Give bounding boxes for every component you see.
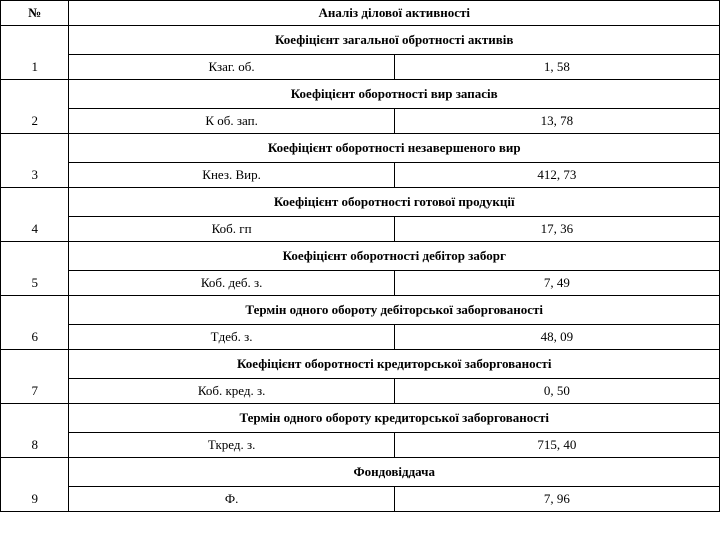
section-num-empty [1,134,69,163]
data-row: 2К об. зап.13, 78 [1,109,720,134]
row-label: Тдеб. з. [69,325,394,350]
row-value: 48, 09 [394,325,719,350]
row-value: 1, 58 [394,55,719,80]
row-value: 0, 50 [394,379,719,404]
row-label: Коб. деб. з. [69,271,394,296]
section-title-row: Коефіцієнт оборотності вир запасів [1,80,720,109]
row-label: К об. зап. [69,109,394,134]
row-label: Кнез. Вир. [69,163,394,188]
data-row: 7Коб. кред. з.0, 50 [1,379,720,404]
row-value: 13, 78 [394,109,719,134]
row-num: 8 [1,433,69,458]
row-value: 715, 40 [394,433,719,458]
section-title: Фондовіддача [69,458,720,487]
header-num: № [1,1,69,26]
row-num: 5 [1,271,69,296]
row-num: 3 [1,163,69,188]
data-row: 3Кнез. Вир.412, 73 [1,163,720,188]
row-num: 9 [1,487,69,512]
header-title: Аналіз ділової активності [69,1,720,26]
section-title-row: Коефіцієнт оборотності готової продукції [1,188,720,217]
row-num: 1 [1,55,69,80]
data-row: 6Тдеб. з.48, 09 [1,325,720,350]
row-label: Коб. кред. з. [69,379,394,404]
section-title-row: Термін одного обороту дебіторської забор… [1,296,720,325]
data-row: 9Ф.7, 96 [1,487,720,512]
section-num-empty [1,26,69,55]
section-num-empty [1,242,69,271]
section-title-row: Коефіцієнт загальної обротності активів [1,26,720,55]
section-title-row: Коефіцієнт оборотності дебітор заборг [1,242,720,271]
row-value: 7, 49 [394,271,719,296]
section-title: Термін одного обороту кредиторської забо… [69,404,720,433]
row-num: 4 [1,217,69,242]
row-label: Ткред. з. [69,433,394,458]
section-title: Коефіцієнт оборотності вир запасів [69,80,720,109]
row-value: 7, 96 [394,487,719,512]
section-title: Коефіцієнт оборотності кредиторської заб… [69,350,720,379]
section-title: Коефіцієнт загальної обротності активів [69,26,720,55]
section-num-empty [1,296,69,325]
section-title-row: Коефіцієнт оборотності незавершеного вир [1,134,720,163]
row-num: 7 [1,379,69,404]
row-label: Коб. гп [69,217,394,242]
row-num: 2 [1,109,69,134]
row-num: 6 [1,325,69,350]
section-title-row: Коефіцієнт оборотності кредиторської заб… [1,350,720,379]
row-value: 412, 73 [394,163,719,188]
row-value: 17, 36 [394,217,719,242]
section-num-empty [1,458,69,487]
section-num-empty [1,350,69,379]
row-label: Кзаг. об. [69,55,394,80]
data-row: 5Коб. деб. з.7, 49 [1,271,720,296]
table-header: № Аналіз ділової активності [1,1,720,26]
data-row: 8Ткред. з.715, 40 [1,433,720,458]
section-num-empty [1,404,69,433]
section-num-empty [1,188,69,217]
data-row: 1Кзаг. об.1, 58 [1,55,720,80]
row-label: Ф. [69,487,394,512]
data-row: 4Коб. гп17, 36 [1,217,720,242]
section-title-row: Фондовіддача [1,458,720,487]
section-title: Термін одного обороту дебіторської забор… [69,296,720,325]
section-title: Коефіцієнт оборотності незавершеного вир [69,134,720,163]
section-num-empty [1,80,69,109]
section-title: Коефіцієнт оборотності готової продукції [69,188,720,217]
analysis-table: № Аналіз ділової активності Коефіцієнт з… [0,0,720,512]
section-title: Коефіцієнт оборотності дебітор заборг [69,242,720,271]
section-title-row: Термін одного обороту кредиторської забо… [1,404,720,433]
